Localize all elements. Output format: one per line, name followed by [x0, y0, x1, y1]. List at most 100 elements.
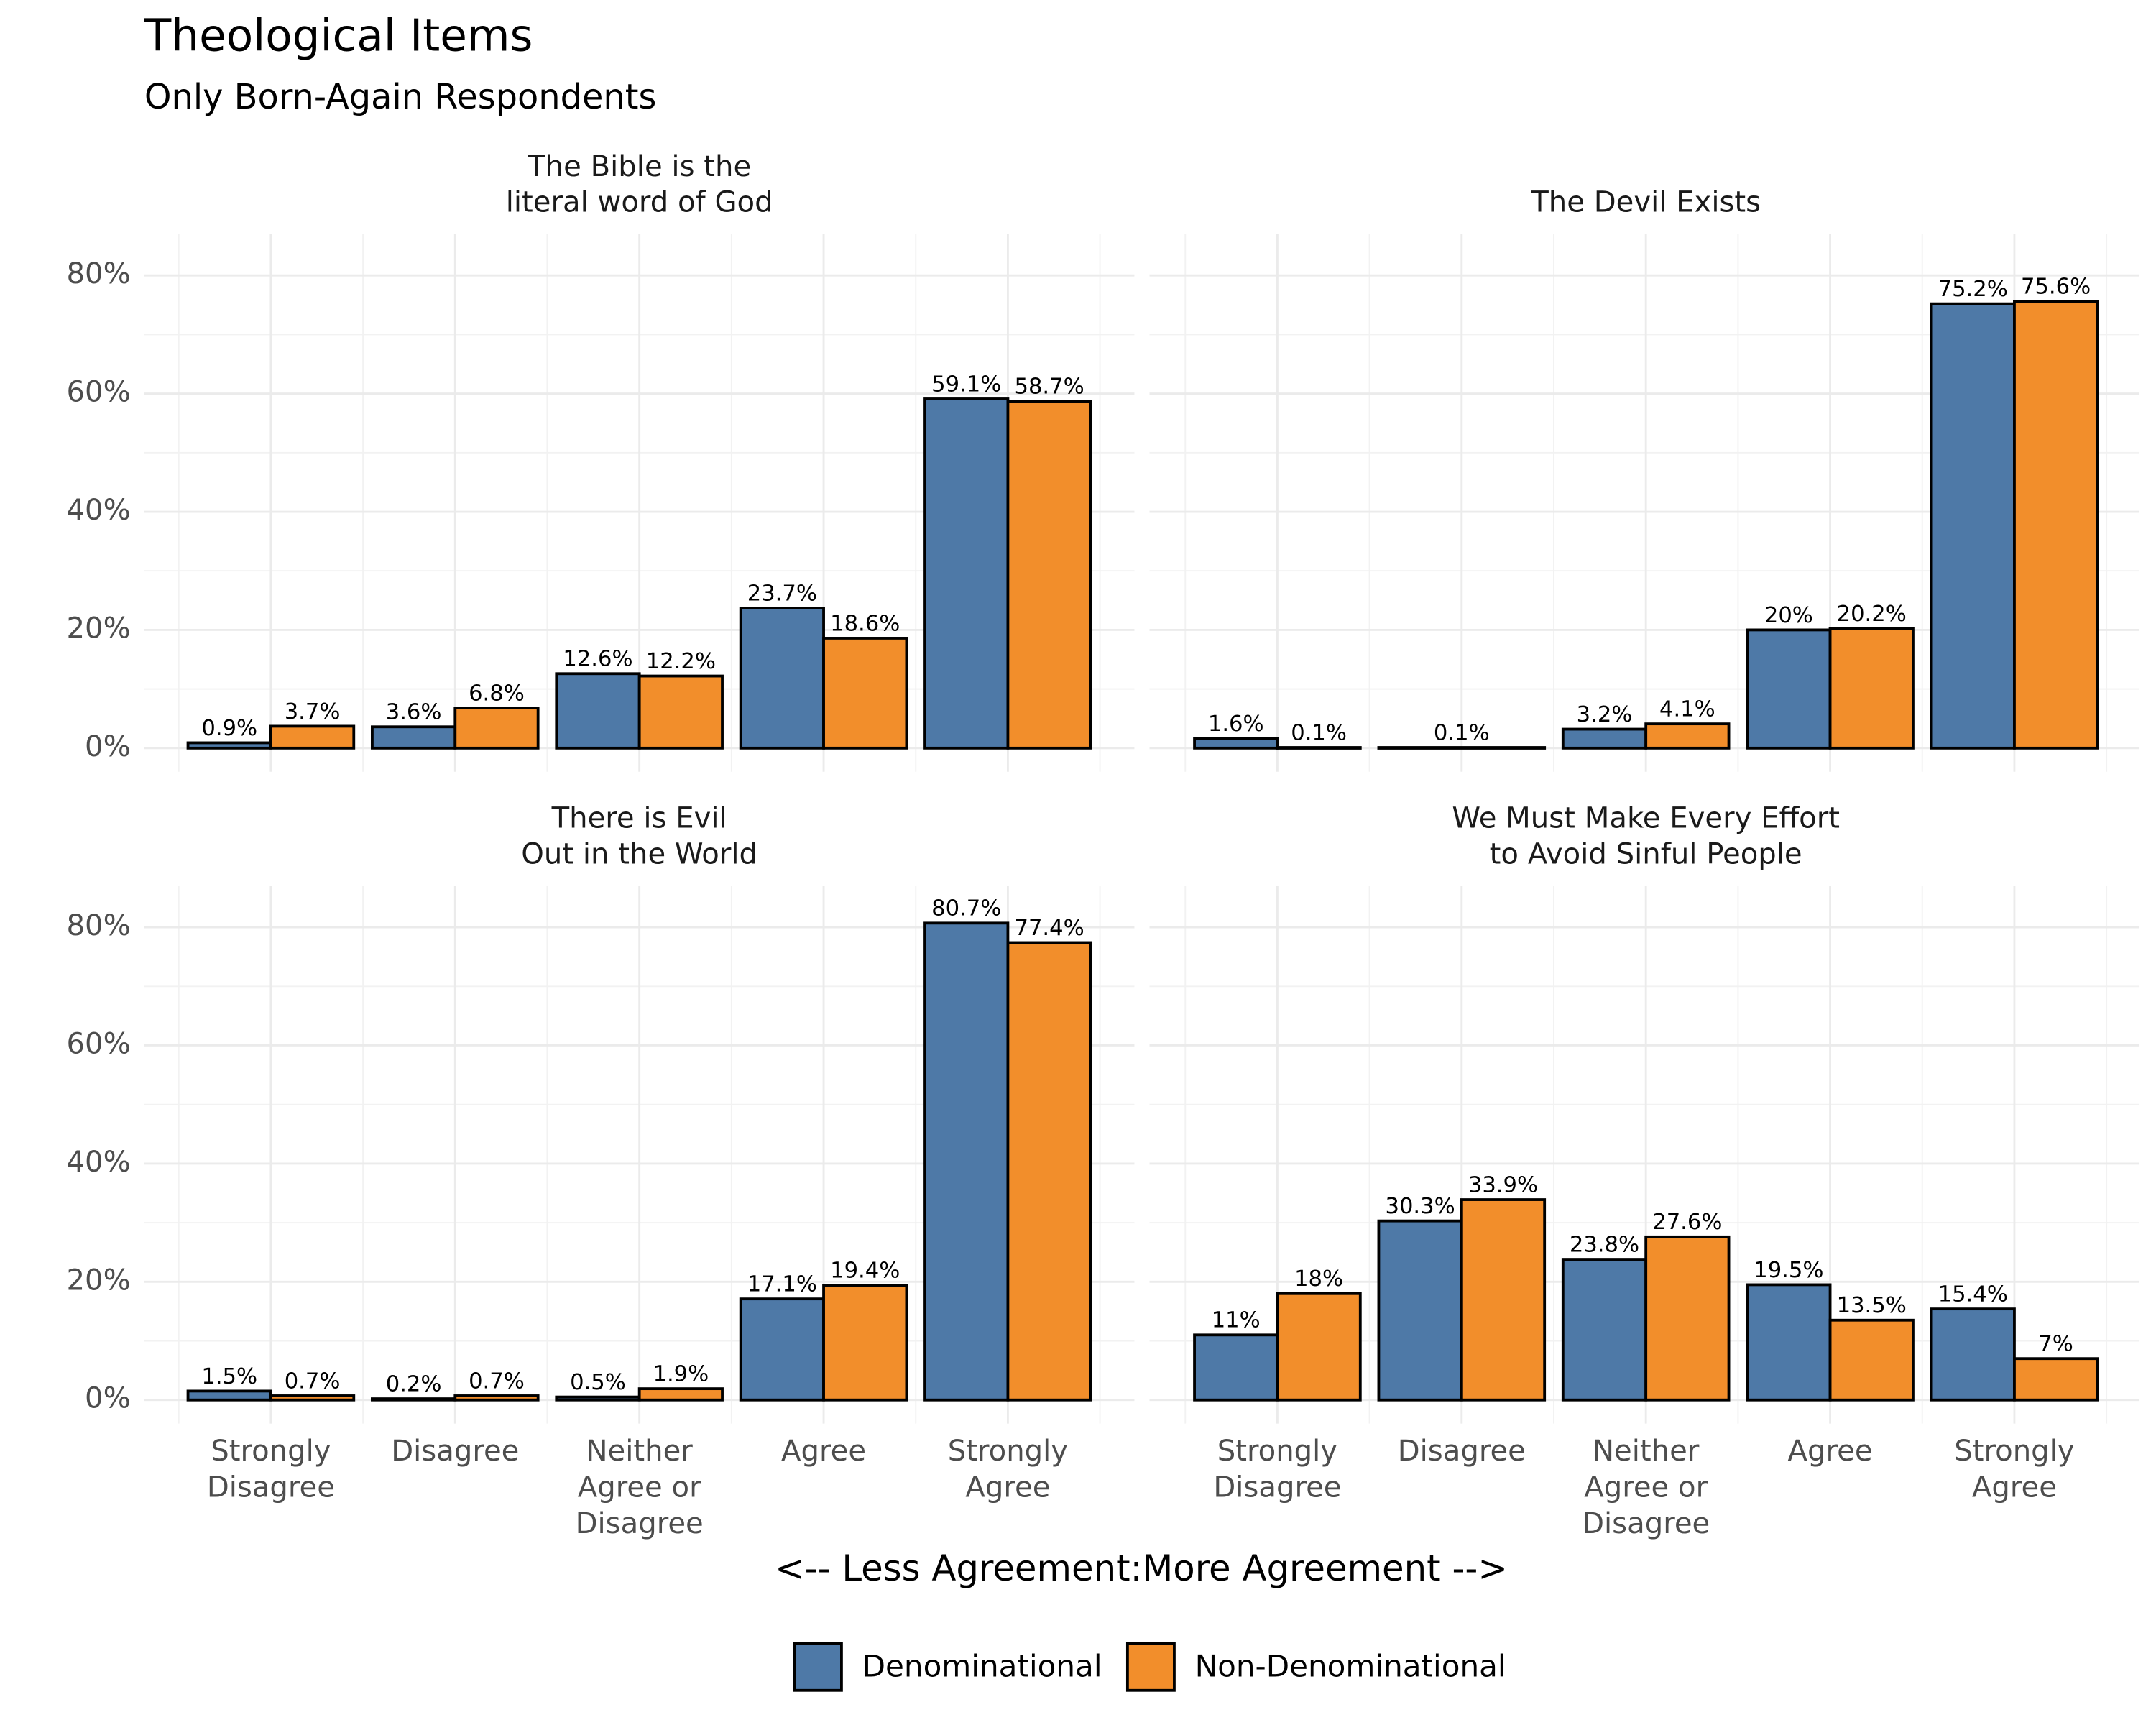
bar — [1276, 1292, 1362, 1402]
bar — [1561, 1258, 1648, 1402]
value-label: 30.3% — [1385, 1194, 1455, 1219]
x-tick-label: Agree — [781, 1435, 866, 1468]
y-tick-label: 80% — [66, 909, 130, 942]
bar — [555, 672, 641, 750]
bar — [186, 1389, 272, 1402]
bar — [1644, 1235, 1731, 1402]
value-label: 17.1% — [747, 1272, 817, 1297]
value-label: 0.7% — [469, 1368, 525, 1394]
value-label: 1.5% — [201, 1364, 257, 1389]
value-label: 7% — [2038, 1332, 2073, 1357]
value-label: 58.7% — [1014, 374, 1084, 400]
value-label: 0.7% — [285, 1368, 341, 1394]
bar — [1930, 1307, 2016, 1402]
bar — [1746, 1283, 1832, 1402]
bar — [1644, 722, 1731, 750]
value-label: 11% — [1212, 1308, 1261, 1333]
x-tick-label: Disagree — [391, 1435, 519, 1468]
value-label: 0.5% — [570, 1370, 626, 1395]
y-tick-label: 40% — [66, 1146, 130, 1179]
bar — [739, 1297, 825, 1402]
value-label: 13.5% — [1837, 1293, 1907, 1318]
facet-title: The Bible is the literal word of God — [506, 150, 773, 219]
bar — [1561, 727, 1648, 750]
value-label: 80.7% — [931, 896, 1001, 921]
bar — [1828, 1318, 1915, 1402]
chart-title: Theological Items — [144, 11, 533, 62]
value-label: 75.6% — [2021, 275, 2091, 300]
value-label: 12.6% — [563, 647, 632, 672]
value-label: 19.5% — [1754, 1258, 1823, 1283]
value-label: 3.2% — [1577, 702, 1633, 727]
x-tick-label: Strongly Disagree — [207, 1435, 335, 1504]
x-tick-label: Neither Agree or Disagree — [576, 1435, 704, 1540]
x-tick-label: Agree — [1788, 1435, 1873, 1468]
y-tick-label: 40% — [66, 494, 130, 527]
value-label: 75.2% — [1938, 277, 2008, 302]
value-label: 6.8% — [469, 681, 525, 706]
legend-label: Non-Denominational — [1195, 1649, 1506, 1684]
value-label: 23.8% — [1570, 1232, 1639, 1257]
y-tick-label: 60% — [66, 376, 130, 409]
bar — [453, 1394, 540, 1402]
y-tick-label: 60% — [66, 1027, 130, 1060]
chart-subtitle: Only Born-Again Respondents — [144, 78, 656, 117]
value-label: 3.6% — [386, 700, 442, 725]
value-label: 0.9% — [201, 716, 257, 741]
bar — [1930, 302, 2016, 750]
bar — [270, 1394, 356, 1402]
bar — [822, 637, 908, 750]
bar — [1746, 628, 1832, 750]
value-label: 20% — [1764, 603, 1813, 628]
value-label: 1.6% — [1208, 712, 1264, 737]
y-tick-label: 80% — [66, 257, 130, 290]
bar — [637, 674, 724, 750]
value-label: 59.1% — [931, 372, 1001, 397]
bar — [186, 741, 272, 750]
value-label: 23.7% — [747, 581, 817, 606]
bar — [923, 921, 1010, 1402]
bar — [1828, 627, 1915, 750]
bar — [1460, 1198, 1547, 1402]
value-label: 12.2% — [646, 649, 716, 674]
y-tick-label: 20% — [66, 612, 130, 645]
bar — [1006, 400, 1092, 750]
legend-swatch — [1125, 1642, 1176, 1692]
bar — [637, 1387, 724, 1402]
bar — [371, 725, 457, 750]
legend-label: Denominational — [862, 1649, 1102, 1684]
bar — [270, 724, 356, 750]
bar — [453, 707, 540, 750]
bar — [923, 397, 1010, 750]
bar — [822, 1284, 908, 1402]
value-label: 0.1% — [1291, 720, 1347, 745]
value-label: 77.4% — [1014, 916, 1084, 941]
x-tick-label: Strongly Agree — [948, 1435, 1068, 1504]
x-tick-label: Neither Agree or Disagree — [1582, 1435, 1710, 1540]
x-tick-label: Disagree — [1398, 1435, 1526, 1468]
value-label: 0.2% — [386, 1371, 442, 1397]
value-label: 18% — [1294, 1266, 1343, 1292]
bar — [1377, 1219, 1463, 1402]
y-tick-label: 0% — [85, 1382, 131, 1415]
legend-swatch — [793, 1642, 843, 1692]
bar — [1193, 1333, 1279, 1402]
facet-title: We Must Make Every Effort to Avoid Sinful… — [1452, 802, 1840, 871]
bar — [1193, 737, 1279, 750]
bar — [2013, 300, 2099, 750]
bar — [739, 607, 825, 750]
bar — [371, 1397, 457, 1402]
y-tick-label: 0% — [85, 730, 131, 763]
bar — [1006, 941, 1092, 1402]
value-label: 18.6% — [830, 611, 900, 636]
value-label: 15.4% — [1938, 1282, 2008, 1307]
value-label: 19.4% — [830, 1259, 900, 1284]
x-axis-title: <-- Less Agreement:More Agreement --> — [775, 1547, 1508, 1589]
value-label: 1.9% — [653, 1361, 709, 1386]
bar — [2013, 1357, 2099, 1402]
facet-title: There is Evil Out in the World — [521, 802, 757, 871]
value-label: 3.7% — [285, 699, 341, 724]
